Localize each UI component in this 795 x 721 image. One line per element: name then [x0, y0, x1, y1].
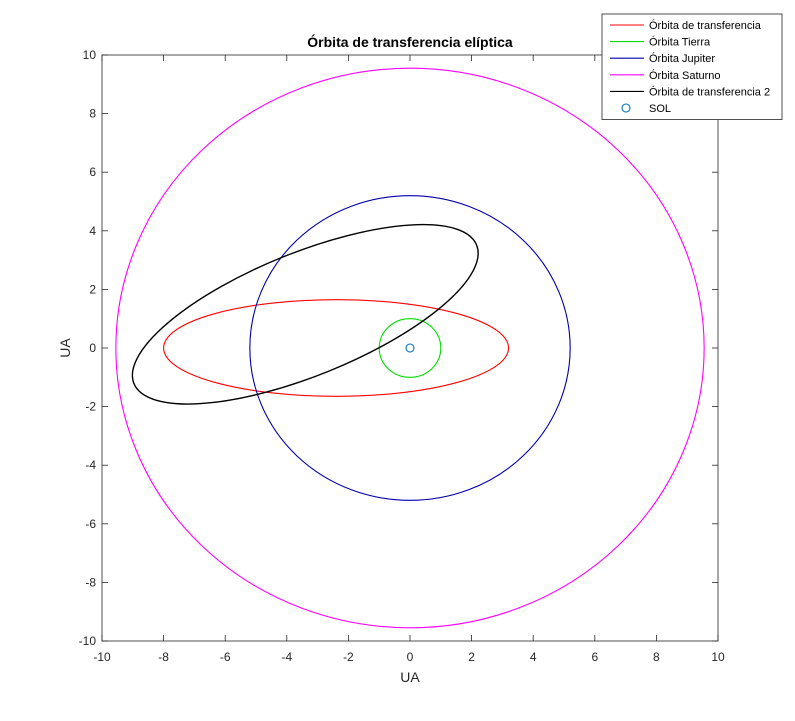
y-tick-label: -10 — [79, 634, 97, 648]
chart-title: Órbita de transferencia elíptica — [307, 33, 513, 50]
x-tick-label: 8 — [653, 650, 660, 664]
series-2-circle — [378, 318, 442, 378]
x-tick-label: -4 — [281, 650, 292, 664]
y-axis-label: UA — [57, 338, 73, 358]
y-tick-label: -6 — [85, 517, 96, 531]
legend-entry-label: SOL — [649, 103, 671, 115]
legend-swatch — [621, 103, 631, 113]
x-tick-label: 4 — [530, 650, 537, 664]
series-3-circle — [249, 195, 571, 501]
y-tick-label: 0 — [89, 341, 96, 355]
series-5-ellipse — [131, 223, 479, 405]
axes: -10 -8 -6 -4 -2 0 2 4 6 8 10 -10 -8 -6 -4 -2 0 2 4 6 8 10 — [79, 48, 725, 664]
plot-area — [115, 67, 705, 629]
x-tick-label: -8 — [158, 650, 169, 664]
series-1-ellipse — [163, 299, 510, 397]
x-tick-label: 10 — [711, 650, 725, 664]
y-tick-label: 4 — [89, 224, 96, 238]
x-tick-label: -10 — [93, 650, 111, 664]
y-tick-label: -8 — [85, 575, 96, 589]
legend-entry-label: Órbita Saturno — [649, 69, 721, 82]
series-6-marker — [405, 343, 415, 353]
x-tick-label: -2 — [343, 650, 354, 664]
x-tick-label: 0 — [407, 650, 414, 664]
y-tick-label: 10 — [83, 48, 97, 62]
y-tick-label: 6 — [89, 165, 96, 179]
y-tick-label: -4 — [85, 458, 96, 472]
x-tick-label: -6 — [220, 650, 231, 664]
legend: Órbita de transferencia Órbita Tierra Órbi… — [601, 13, 783, 120]
x-tick-label: 6 — [591, 650, 598, 664]
x-axis-label: UA — [400, 669, 420, 685]
axes-box — [101, 54, 719, 642]
y-tick-label: 2 — [89, 282, 96, 296]
y-tick-label: -2 — [85, 400, 96, 414]
legend-entry-label: Órbita de transferencia 2 — [649, 85, 770, 98]
series-4-circle — [115, 67, 705, 629]
y-tick-label: 8 — [89, 107, 96, 121]
x-tick-label: 2 — [468, 650, 475, 664]
legend-entry-label: Órbita Jupiter — [649, 52, 715, 65]
legend-entry-label: Órbita Tierra — [649, 36, 711, 49]
legend-entry-label: Órbita de transferencia — [649, 19, 762, 32]
legend-box — [601, 13, 783, 120]
